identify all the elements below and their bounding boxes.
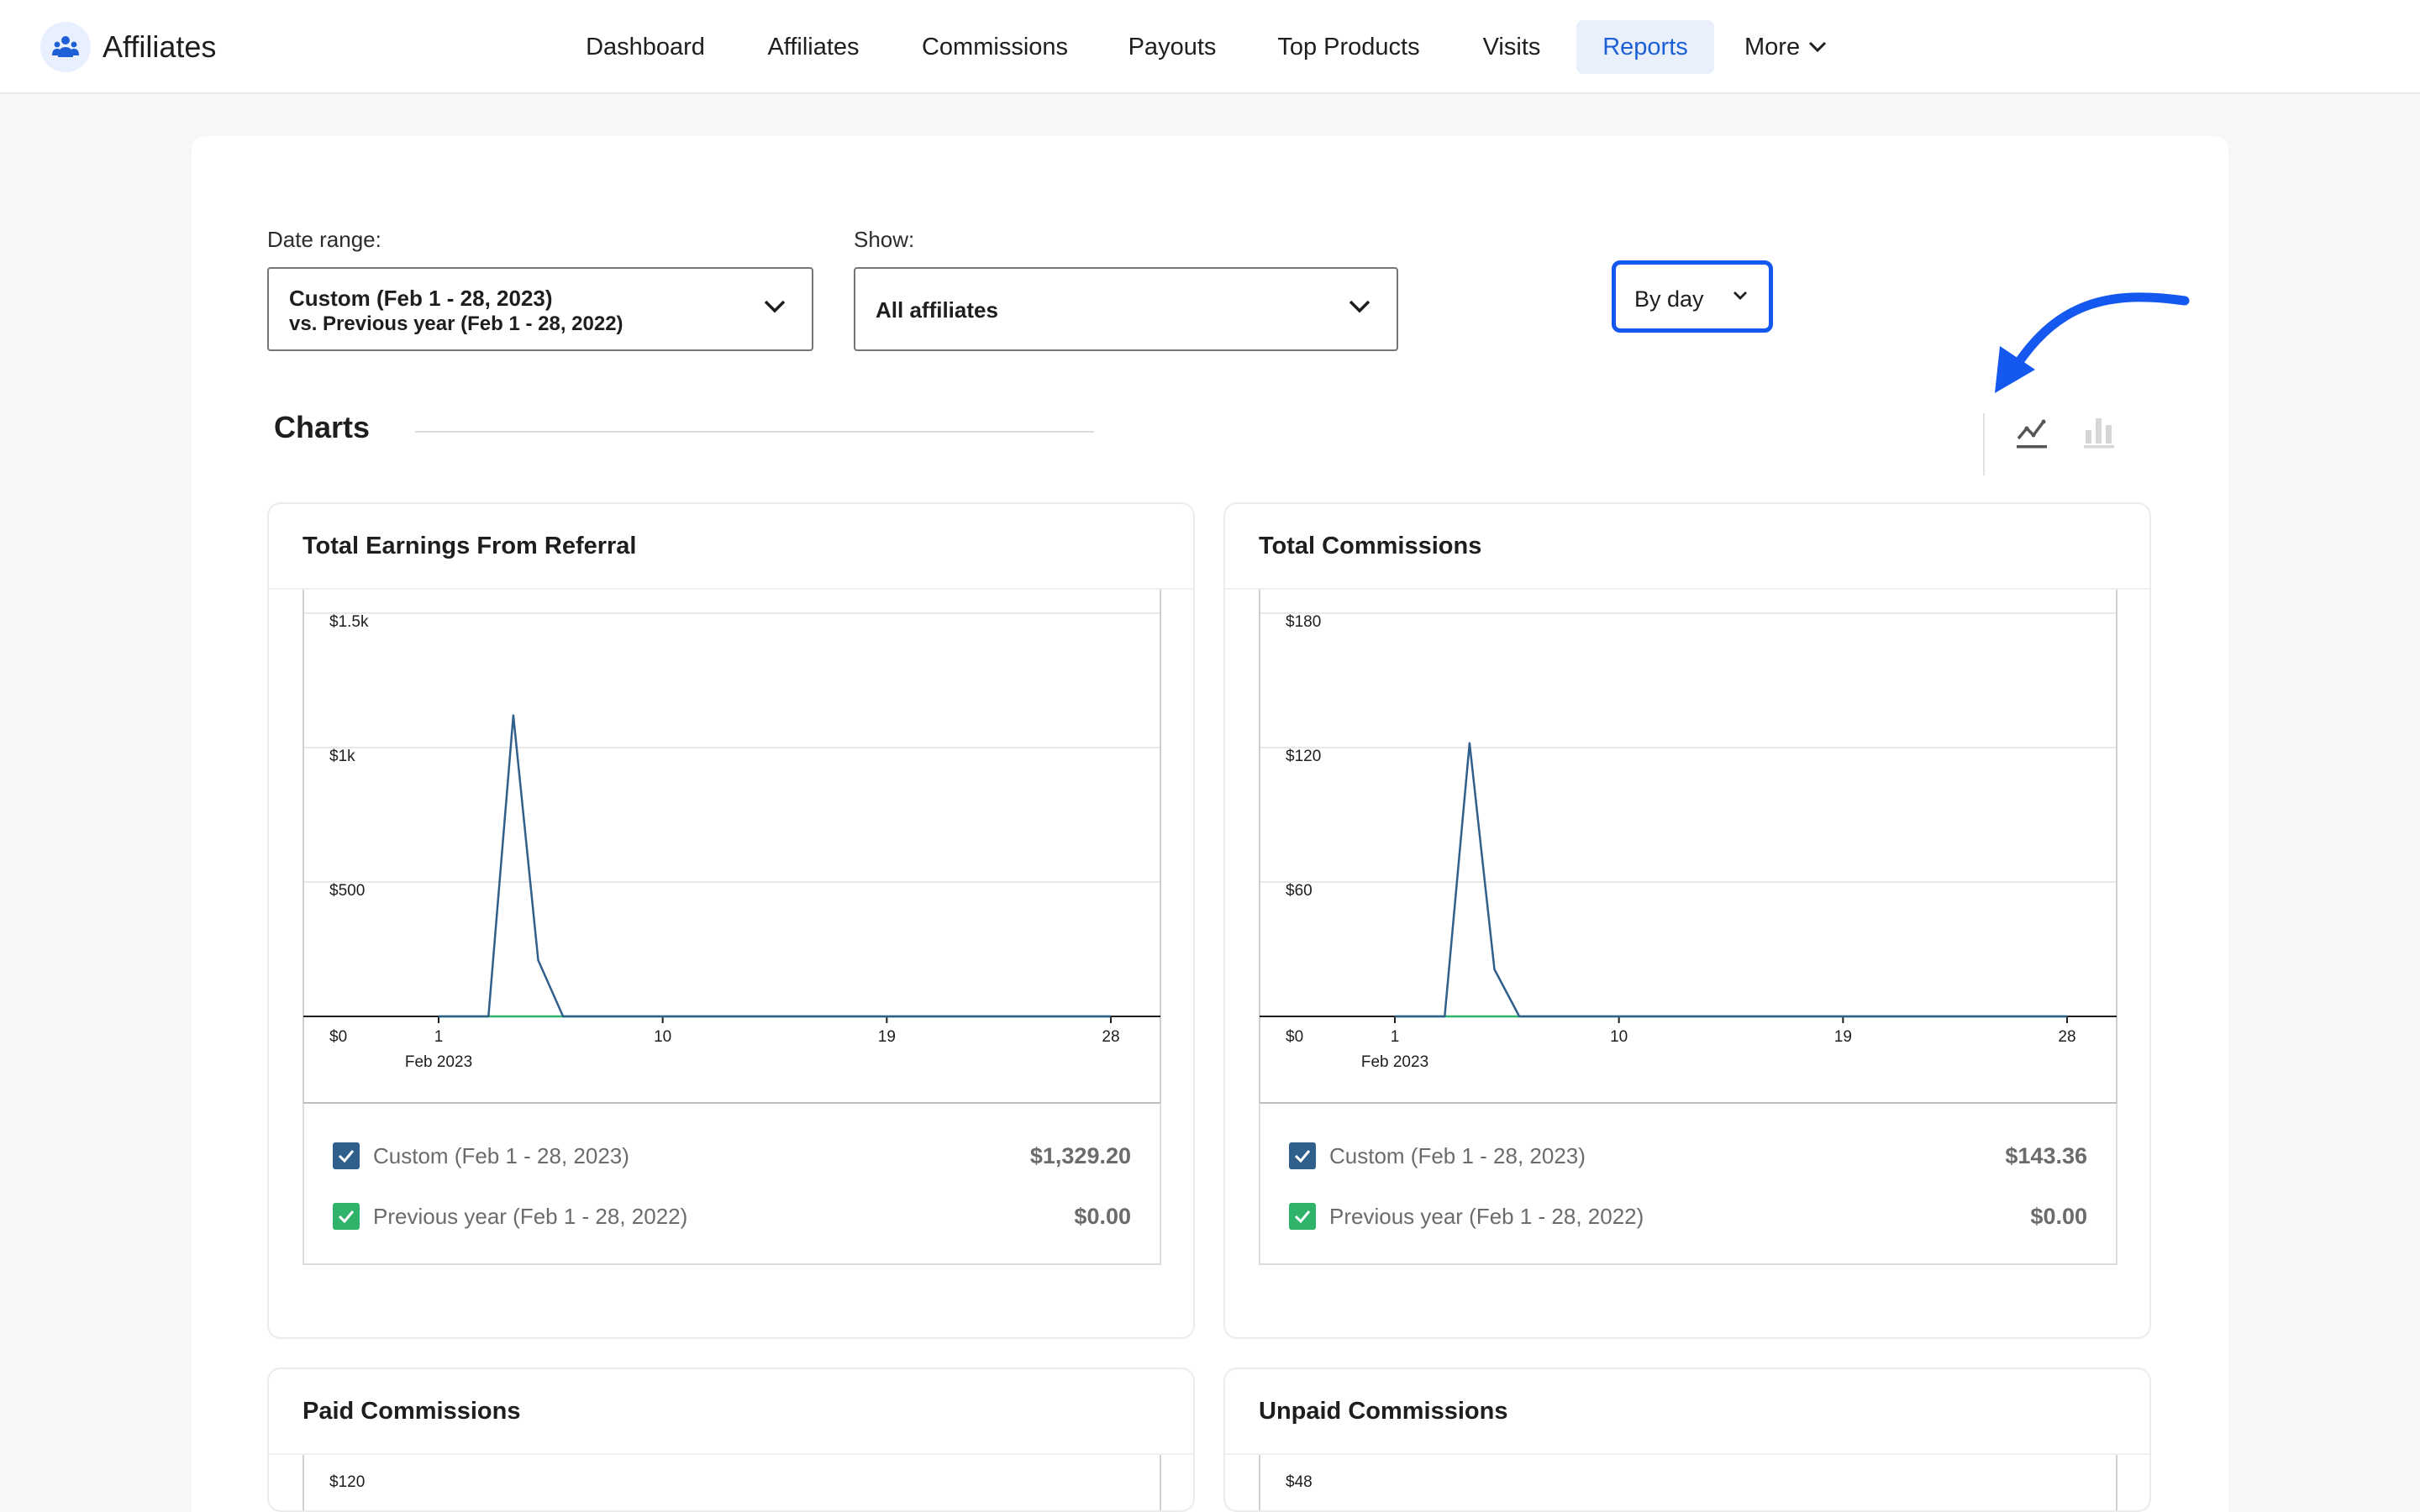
nav-visits[interactable]: Visits (1482, 34, 1541, 60)
legend-label: Previous year (Feb 1 - 28, 2022) (373, 1203, 688, 1229)
interval-select[interactable]: By day (1612, 260, 1773, 333)
card-header: Total Earnings From Referral (269, 504, 1193, 590)
y-tick-label: $120 (329, 1473, 365, 1491)
x-axis-sublabel: Feb 2023 (405, 1053, 472, 1071)
section-title: Charts (274, 410, 371, 444)
legend-row: Custom (Feb 1 - 28, 2023) $1,329.20 (333, 1139, 1131, 1173)
x-tick-label: 10 (654, 1028, 671, 1046)
y-tick-label: $0 (329, 1028, 347, 1046)
interval-value: By day (1634, 286, 1704, 312)
chevron-down-icon (1349, 300, 1370, 313)
toolbar-divider (1983, 413, 1985, 475)
legend-label: Previous year (Feb 1 - 28, 2022) (1329, 1203, 1644, 1229)
brand[interactable]: Affiliates (40, 22, 216, 72)
legend-value: $0.00 (1074, 1203, 1131, 1229)
legend-value: $143.36 (2005, 1142, 2087, 1168)
section-divider (415, 431, 1094, 433)
bar-chart-icon[interactable] (2082, 413, 2116, 450)
chart-legend: Custom (Feb 1 - 28, 2023) $143.36 Previo… (1259, 1102, 2118, 1265)
nav-payouts[interactable]: Payouts (1128, 34, 1217, 60)
unpaid-commissions-line-chart: $48 (1259, 1455, 2118, 1510)
legend-value: $0.00 (2030, 1203, 2087, 1229)
show-label: Show: (854, 227, 915, 252)
nav-reports[interactable]: Reports (1576, 20, 1714, 74)
affiliates-logo-icon (40, 22, 91, 72)
x-tick-label: 19 (1834, 1028, 1852, 1046)
chevron-down-icon (764, 300, 786, 313)
chart-legend: Custom (Feb 1 - 28, 2023) $1,329.20 Prev… (302, 1102, 1161, 1265)
series-line-current (1395, 742, 2067, 1018)
y-tick-label: $1.5k (329, 613, 369, 631)
legend-row: Previous year (Feb 1 - 28, 2022) $0.00 (1289, 1200, 2087, 1233)
date-range-label: Date range: (267, 227, 381, 252)
x-axis-sublabel: Feb 2023 (1361, 1053, 1428, 1071)
nav-commissions[interactable]: Commissions (921, 34, 1069, 60)
nav-affiliates[interactable]: Affiliates (767, 34, 860, 60)
chevron-down-icon (1809, 41, 1827, 53)
show-value: All affiliates (876, 297, 998, 323)
legend-label: Custom (Feb 1 - 28, 2023) (1329, 1142, 1586, 1168)
checkbox-icon[interactable] (333, 1203, 360, 1230)
card-title: Unpaid Commissions (1259, 1398, 1508, 1425)
y-tick-label: $120 (1286, 748, 1321, 765)
earnings-line-chart: $0 $500 $1k $1.5k 1 10 19 28 Feb 2023 (302, 590, 1161, 1102)
chart-card-paid-commissions: Paid Commissions $120 (267, 1368, 1195, 1512)
date-range-comparison: vs. Previous year (Feb 1 - 28, 2022) (289, 312, 623, 335)
commissions-line-chart: $0 $60 $120 $180 1 10 19 28 Feb 2023 (1259, 590, 2118, 1102)
show-select[interactable]: All affiliates (854, 267, 1398, 351)
chart-area: $0 $60 $120 $180 1 10 19 28 Feb 2023 (1259, 590, 2118, 1102)
legend-value: $1,329.20 (1029, 1142, 1131, 1168)
legend-label: Custom (Feb 1 - 28, 2023) (373, 1142, 629, 1168)
nav-more-label: More (1744, 34, 1801, 60)
annotation-arrow-icon (1995, 292, 2190, 393)
date-range-select[interactable]: Custom (Feb 1 - 28, 2023) vs. Previous y… (267, 267, 813, 351)
chevron-down-icon (1733, 291, 1747, 300)
y-tick-label: $500 (329, 882, 365, 900)
y-tick-label: $48 (1286, 1473, 1313, 1491)
nav-more[interactable]: More (1744, 20, 1837, 74)
card-title: Total Earnings From Referral (302, 533, 637, 559)
card-header: Total Commissions (1225, 504, 2149, 590)
legend-row: Custom (Feb 1 - 28, 2023) $143.36 (1289, 1139, 2087, 1173)
chart-card-total-earnings: Total Earnings From Referral $0 $500 $1k $1… (267, 502, 1195, 1339)
checkbox-icon[interactable] (1289, 1142, 1316, 1169)
paid-commissions-line-chart: $120 (302, 1455, 1161, 1510)
nav-dashboard[interactable]: Dashboard (586, 34, 705, 60)
chart-card-unpaid-commissions: Unpaid Commissions $48 (1223, 1368, 2151, 1512)
card-title: Paid Commissions (302, 1398, 521, 1425)
x-tick-label: 10 (1610, 1028, 1628, 1046)
x-tick-label: 1 (434, 1028, 444, 1046)
series-line-current (439, 714, 1111, 1018)
chart-card-total-commissions: Total Commissions $0 $60 $120 $180 1 10 19 28 Fe… (1223, 502, 2151, 1339)
checkbox-icon[interactable] (1289, 1203, 1316, 1230)
x-tick-label: 1 (1391, 1028, 1400, 1046)
y-tick-label: $60 (1286, 882, 1313, 900)
x-tick-label: 28 (2058, 1028, 2075, 1046)
top-bar: Affiliates Dashboard Affiliates Commissi… (0, 0, 2420, 94)
checkbox-icon[interactable] (333, 1142, 360, 1169)
y-tick-label: $1k (329, 748, 355, 765)
card-header: Paid Commissions (269, 1369, 1193, 1455)
card-title: Total Commissions (1259, 533, 1482, 559)
date-range-primary: Custom (Feb 1 - 28, 2023) (289, 286, 553, 311)
chart-area: $48 (1259, 1455, 2118, 1510)
nav-top-products[interactable]: Top Products (1277, 34, 1420, 60)
y-tick-label: $180 (1286, 613, 1321, 631)
card-header: Unpaid Commissions (1225, 1369, 2149, 1455)
chart-area: $0 $500 $1k $1.5k 1 10 19 28 Feb 2023 (302, 590, 1161, 1102)
x-tick-label: 19 (878, 1028, 896, 1046)
app-name: Affiliates (103, 29, 217, 64)
chart-area: $120 (302, 1455, 1161, 1510)
legend-row: Previous year (Feb 1 - 28, 2022) $0.00 (333, 1200, 1131, 1233)
line-chart-icon[interactable] (2013, 413, 2050, 450)
x-tick-label: 28 (1102, 1028, 1119, 1046)
y-tick-label: $0 (1286, 1028, 1303, 1046)
